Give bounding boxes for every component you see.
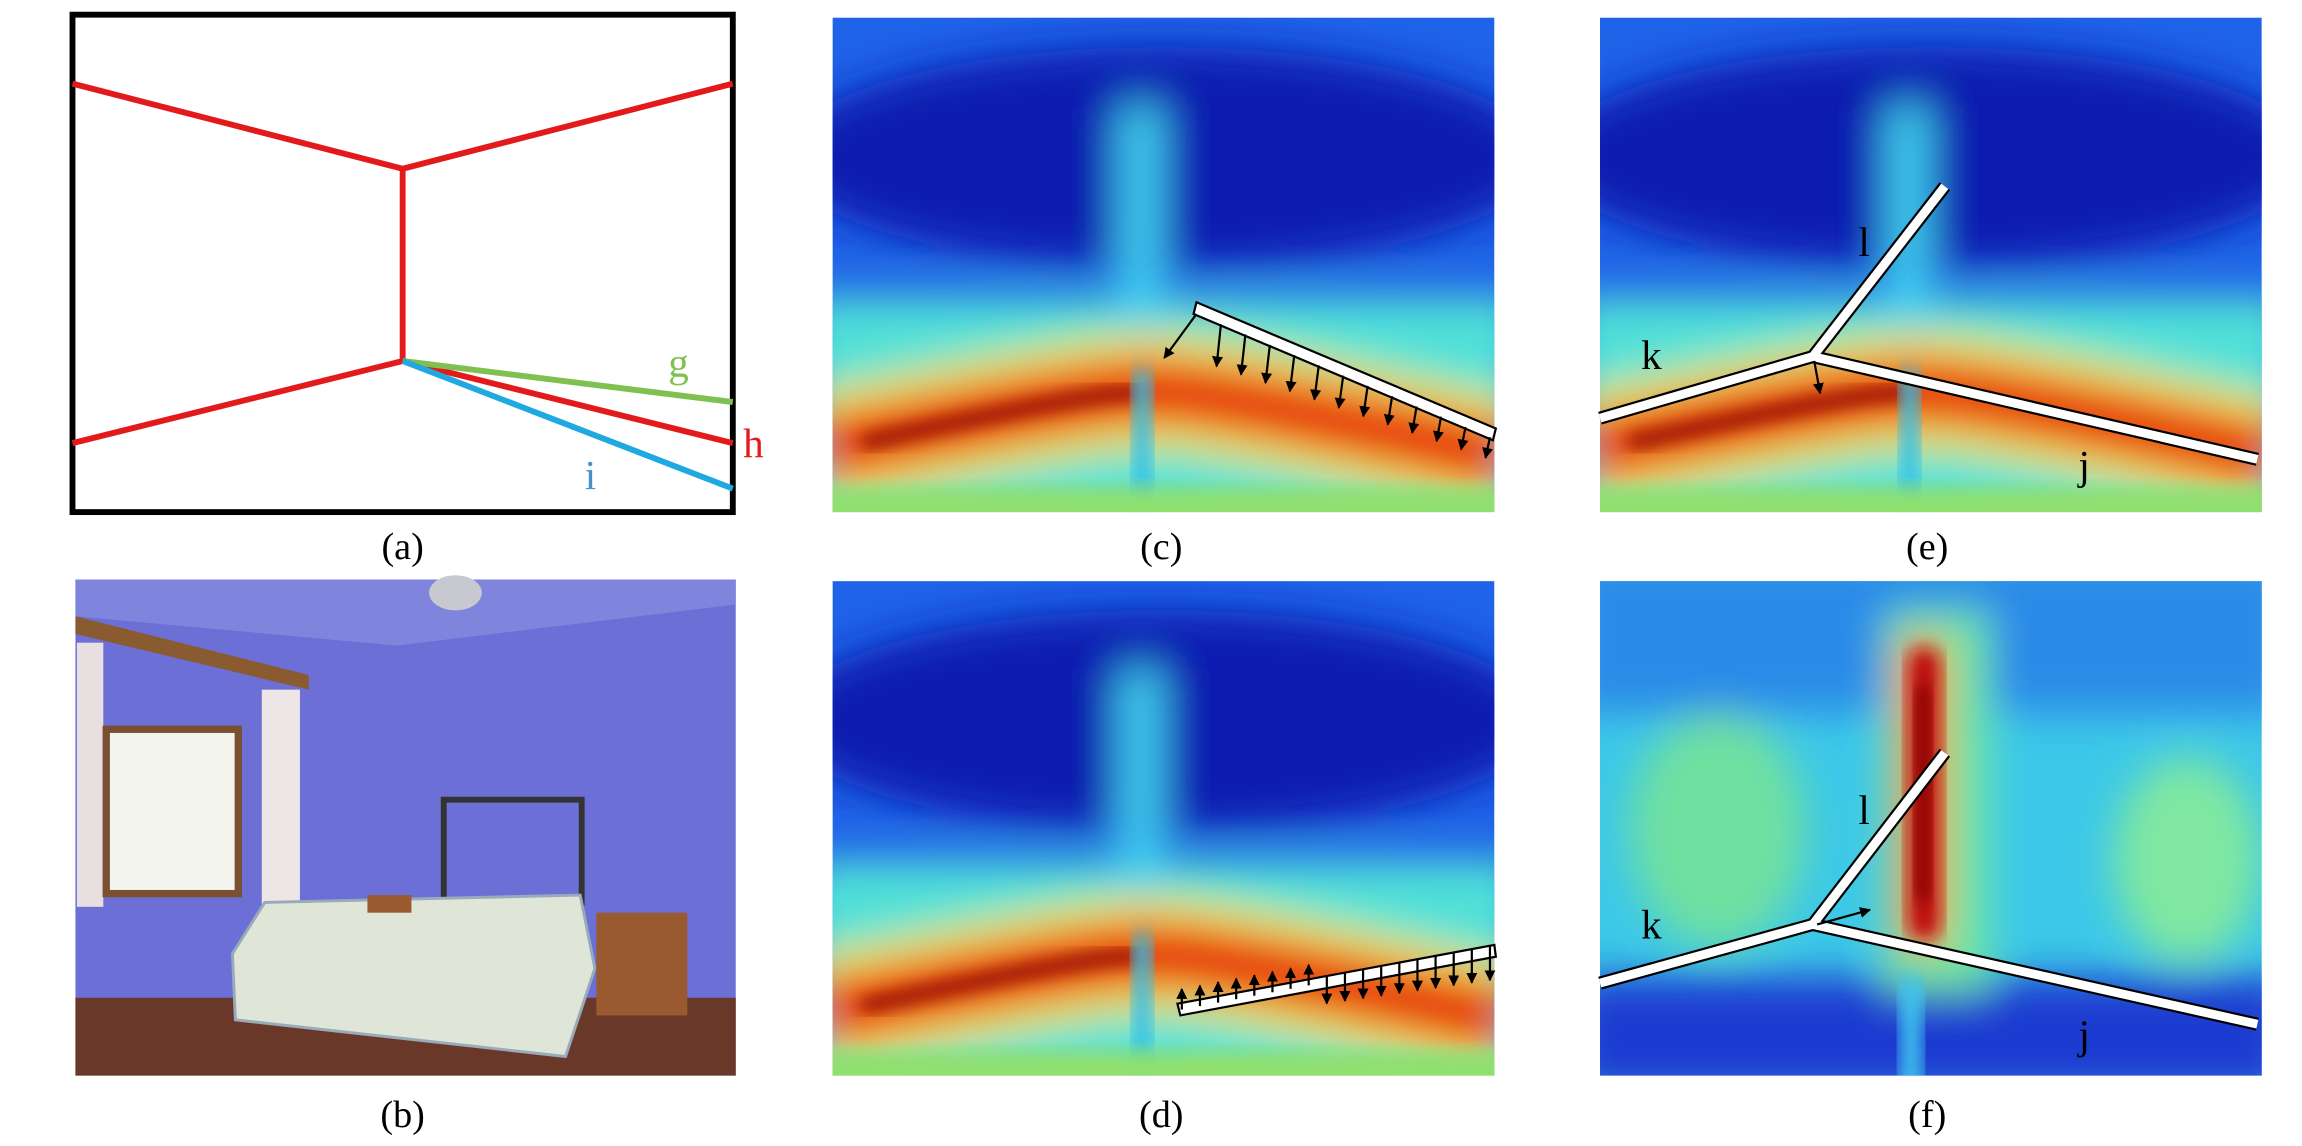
- panel-e: l k j (e): [1549, 18, 2302, 568]
- bar: [1176, 943, 1498, 1017]
- arrow: [1383, 396, 1395, 426]
- ceiling: [75, 579, 736, 646]
- label-k: k: [1641, 901, 1662, 947]
- nightstand: [367, 895, 412, 913]
- label-l: l: [1858, 787, 1869, 833]
- caption: (b): [380, 1094, 424, 1136]
- nightstand: [596, 912, 688, 1016]
- label-h: h: [743, 420, 764, 466]
- line-g: [402, 358, 734, 405]
- arrows: [1163, 313, 1494, 459]
- arrow: [1236, 334, 1248, 376]
- heatmap: [1600, 581, 2262, 1076]
- label-i: i: [585, 452, 596, 498]
- heatmap: [781, 581, 1544, 1095]
- arrow: [1212, 324, 1224, 368]
- caption: (a): [381, 526, 423, 568]
- arrow: [1816, 907, 1872, 926]
- room-lines: [71, 80, 734, 446]
- arrows: [1176, 944, 1496, 1010]
- panel-d: (d): [781, 581, 1544, 1136]
- caption: (c): [1140, 526, 1182, 568]
- caption: (d): [1139, 1094, 1183, 1136]
- arrow: [1334, 375, 1346, 410]
- label-k: k: [1641, 332, 1662, 378]
- arrow: [1261, 344, 1273, 385]
- arrow: [1812, 360, 1824, 395]
- arrow: [1408, 406, 1420, 434]
- caption: (f): [1908, 1094, 1946, 1136]
- bars: [1598, 183, 2259, 464]
- label-j: j: [2077, 1011, 2090, 1057]
- caption: (e): [1906, 526, 1948, 568]
- curtain: [76, 642, 104, 907]
- arrow: [1432, 416, 1444, 443]
- line-i: [401, 358, 734, 492]
- curtain: [261, 689, 300, 925]
- beam: [75, 616, 309, 690]
- arrow: [1457, 426, 1469, 451]
- window: [102, 725, 242, 898]
- panel-c: (c): [781, 18, 1544, 568]
- label-g: g: [668, 339, 689, 385]
- arrow: [1310, 365, 1322, 401]
- arrow: [1482, 437, 1494, 459]
- heatmap: [781, 18, 1544, 532]
- bars: [1598, 750, 2259, 1029]
- arrow: [1359, 385, 1371, 418]
- label-j: j: [2077, 442, 2090, 488]
- heatmap: [1549, 18, 2302, 532]
- bed: [230, 893, 597, 1059]
- panel-f: l k j (f): [1598, 581, 2262, 1136]
- panel-b: (b): [75, 575, 736, 1136]
- bar: [1192, 300, 1498, 442]
- arrow: [1285, 354, 1297, 393]
- clock: [429, 575, 482, 611]
- panel-a: g h i (a): [69, 11, 764, 568]
- arrow: [1163, 313, 1198, 359]
- label-l: l: [1858, 219, 1869, 265]
